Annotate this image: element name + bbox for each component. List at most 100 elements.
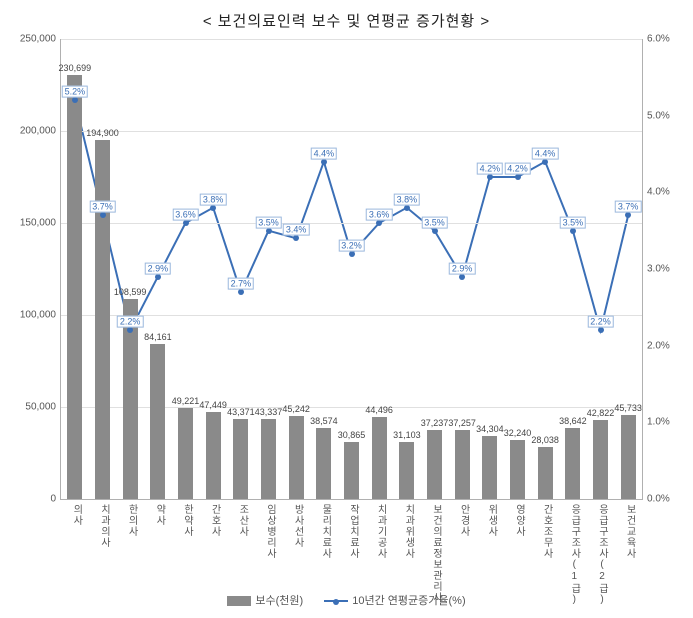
y-right-tick: 3.0%: [647, 264, 682, 275]
x-category-label: 보건교육사: [622, 504, 637, 559]
bar: [510, 440, 525, 499]
bar-value-label: 194,900: [86, 128, 119, 138]
bar-value-label: 30,865: [338, 430, 366, 440]
x-category-label: 안경사: [456, 504, 471, 537]
x-category-label: 방사선사: [290, 504, 305, 548]
line-value-label: 3.6%: [366, 209, 393, 221]
x-category-label: 응급구조사(1급): [567, 504, 582, 606]
line-point: [266, 228, 272, 234]
bar-value-label: 44,496: [365, 405, 393, 415]
line-series: [75, 100, 628, 330]
legend: 보수(천원) 10년간 연평균증가율(%): [10, 592, 683, 608]
chart-title: < 보건의료인력 보수 및 연평균 증가현황 >: [10, 10, 683, 31]
line-value-label: 3.5%: [255, 216, 282, 228]
bar: [565, 428, 580, 499]
line-value-label: 2.9%: [145, 262, 172, 274]
line-value-label: 2.2%: [117, 316, 144, 328]
x-category-label: 치과의사: [97, 504, 112, 548]
line-value-label: 4.4%: [532, 147, 559, 159]
bar-value-label: 84,161: [144, 332, 172, 342]
line-value-label: 4.2%: [504, 163, 531, 175]
bar: [593, 420, 608, 499]
bar: [95, 140, 110, 499]
bar: [372, 417, 387, 499]
x-category-label: 물리치료사: [318, 504, 333, 559]
y-left-tick: 50,000: [6, 402, 56, 413]
bar: [261, 419, 276, 499]
line-value-label: 2.9%: [449, 262, 476, 274]
x-category-label: 임상병리사: [263, 504, 278, 559]
grid-line: [61, 315, 642, 316]
line-value-label: 4.2%: [477, 163, 504, 175]
bar: [427, 430, 442, 499]
bar-value-label: 230,699: [59, 63, 92, 73]
bar-value-label: 37,257: [448, 418, 476, 428]
bar-value-label: 45,733: [614, 403, 642, 413]
line-value-label: 3.6%: [172, 209, 199, 221]
bar-value-label: 47,449: [199, 400, 227, 410]
y-right-tick: 4.0%: [647, 187, 682, 198]
y-right-tick: 1.0%: [647, 417, 682, 428]
x-category-label: 위생사: [484, 504, 499, 537]
grid-line: [61, 39, 642, 40]
y-right-tick: 2.0%: [647, 340, 682, 351]
bar-value-label: 49,221: [172, 396, 200, 406]
x-axis-labels: 의사치과의사한의사약사한약사간호사조산사임상병리사방사선사물리치료사작업치료사치…: [60, 500, 643, 590]
line-point: [625, 212, 631, 218]
x-category-label: 조산사: [235, 504, 250, 537]
y-right-tick: 0.0%: [647, 494, 682, 505]
x-category-label: 치과기공사: [373, 504, 388, 559]
y-right-tick: 6.0%: [647, 34, 682, 45]
x-category-label: 약사: [152, 504, 167, 526]
line-point: [598, 327, 604, 333]
line-value-label: 3.5%: [560, 216, 587, 228]
line-point: [238, 289, 244, 295]
line-value-label: 3.7%: [89, 201, 116, 213]
line-value-label: 3.7%: [615, 201, 642, 213]
bar-value-label: 42,822: [587, 408, 615, 418]
line-point: [183, 220, 189, 226]
bar: [150, 344, 165, 499]
bar-value-label: 37,237: [421, 418, 449, 428]
line-value-label: 5.2%: [62, 86, 89, 98]
bar-value-label: 31,103: [393, 430, 421, 440]
bar: [233, 419, 248, 499]
x-category-label: 간호사: [207, 504, 222, 537]
line-point: [100, 212, 106, 218]
bar-value-label: 45,242: [282, 404, 310, 414]
grid-line: [61, 223, 642, 224]
line-point: [376, 220, 382, 226]
bar: [289, 416, 304, 499]
plot-area: 050,000100,000150,000200,000250,0000.0%1…: [60, 39, 643, 500]
bar-value-label: 38,574: [310, 416, 338, 426]
line-point: [432, 228, 438, 234]
legend-bar-label: 보수(천원): [255, 595, 303, 607]
line-point: [459, 274, 465, 280]
line-value-label: 3.8%: [200, 193, 227, 205]
y-right-tick: 5.0%: [647, 110, 682, 121]
x-category-label: 간호조무사: [539, 504, 554, 559]
x-category-label: 치과위생사: [401, 504, 416, 559]
line-point: [404, 205, 410, 211]
y-left-tick: 250,000: [6, 34, 56, 45]
x-category-label: 한의사: [124, 504, 139, 537]
line-point: [487, 174, 493, 180]
x-category-label: 보건의료정보관리사: [429, 504, 444, 603]
legend-bar-swatch: [227, 596, 251, 606]
legend-line-label: 10년간 연평균증가율(%): [352, 595, 465, 607]
bar: [178, 408, 193, 499]
bar-value-label: 43,371: [227, 407, 255, 417]
x-category-label: 응급구조사(2급): [595, 504, 610, 606]
chart-container: < 보건의료인력 보수 및 연평균 증가현황 > 050,000100,0001…: [10, 10, 683, 608]
line-value-label: 4.4%: [311, 147, 338, 159]
line-value-label: 2.2%: [587, 316, 614, 328]
bar-value-label: 32,240: [504, 428, 532, 438]
bar: [344, 442, 359, 499]
y-left-tick: 0: [6, 494, 56, 505]
line-point: [155, 274, 161, 280]
x-category-label: 한약사: [180, 504, 195, 537]
grid-line: [61, 407, 642, 408]
line-value-label: 3.2%: [338, 239, 365, 251]
line-point: [210, 205, 216, 211]
bar: [206, 412, 221, 499]
